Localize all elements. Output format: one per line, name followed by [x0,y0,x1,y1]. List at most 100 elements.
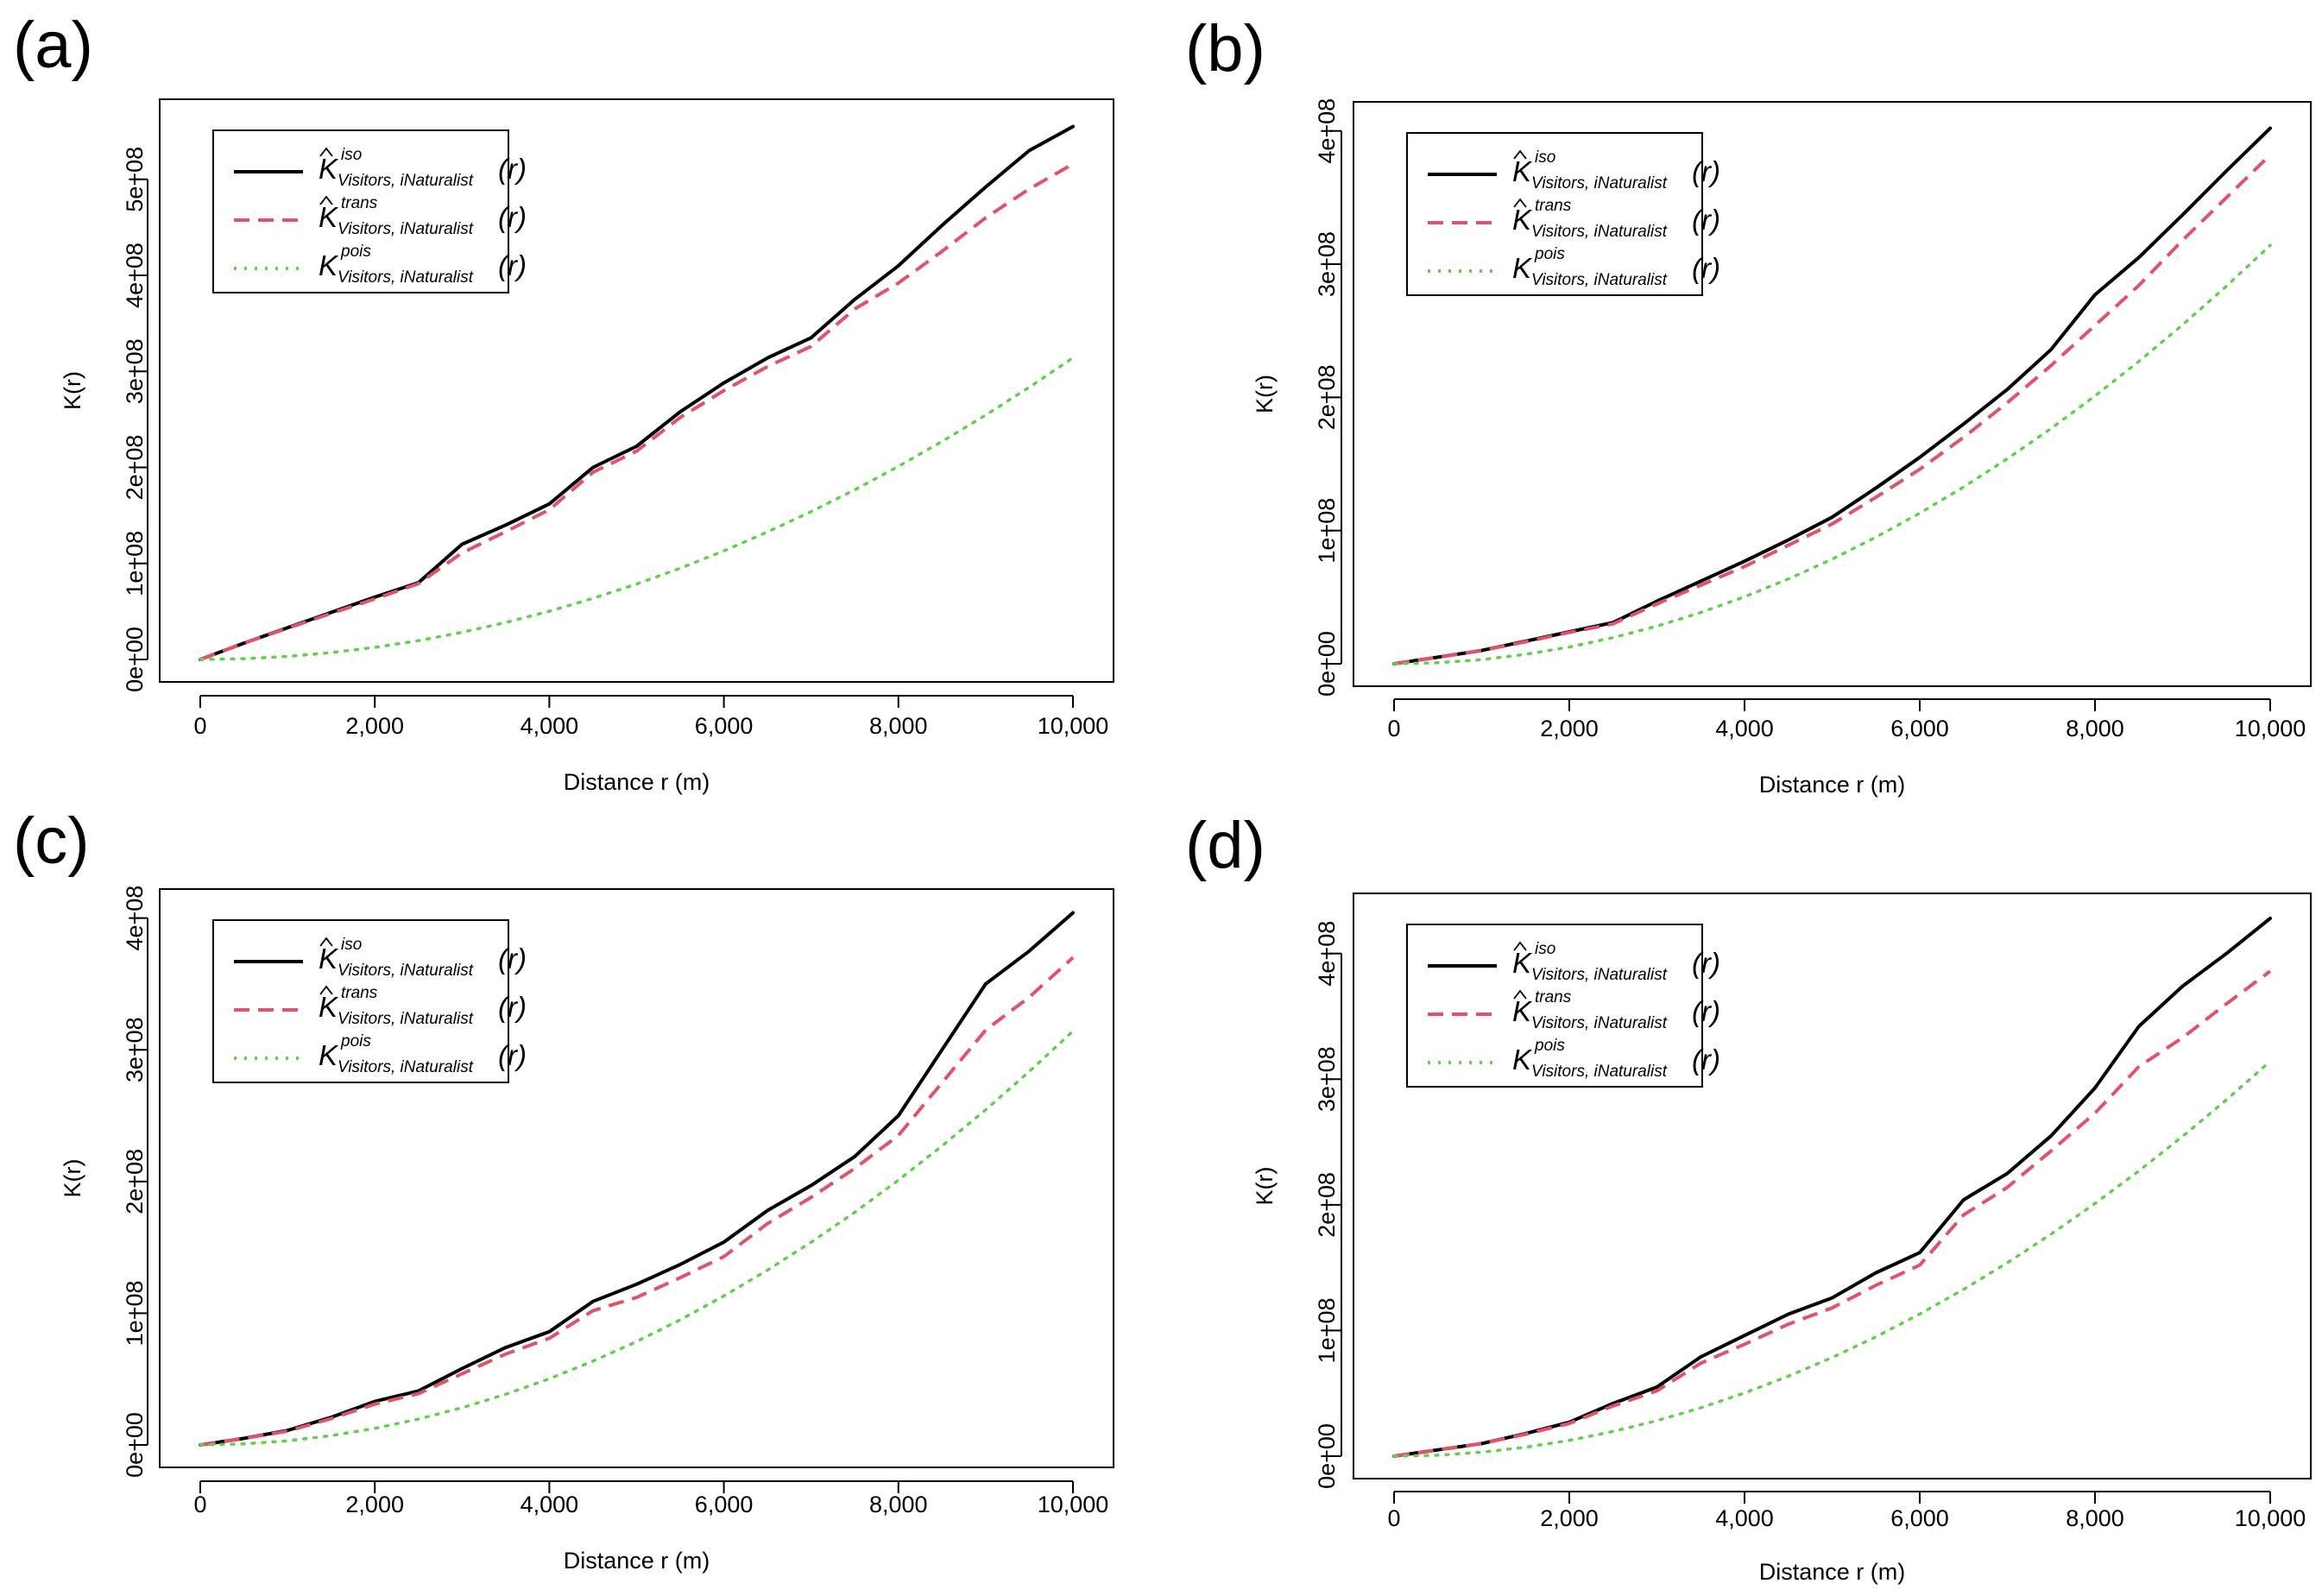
x-tick-label: 2,000 [1540,1505,1599,1531]
panel-label: (c) [13,804,90,878]
x-axis-title: Distance r (m) [1759,772,1906,798]
legend-box [1406,924,1703,1088]
y-tick-label: 4e+08 [1314,921,1340,987]
legend-argument: (r) [498,943,527,975]
plot-box [1353,893,2312,1479]
y-axis-title: K(r) [1252,1167,1278,1206]
legend-symbol: K [319,1039,339,1071]
series-line-pois [1392,243,2272,666]
legend-hat [1513,989,1527,1000]
legend-superscript: pois [340,1032,371,1050]
legend-argument: (r) [498,249,527,281]
legend-box [212,129,509,293]
x-tick-label: 6,000 [1890,1505,1949,1531]
x-tick-label: 4,000 [1715,1505,1774,1531]
legend-subscript: Visitors, iNaturalist [1531,223,1668,241]
x-tick-label: 4,000 [521,713,579,739]
legend-subscript: Visitors, iNaturalist [338,172,474,190]
legend-symbol: K [1512,155,1533,187]
y-tick-label: 1e+08 [1314,498,1340,564]
x-axis-title: Distance r (m) [564,1548,710,1574]
y-axis-title: K(r) [60,371,85,410]
legend-superscript: iso [1535,940,1555,958]
legend-superscript: pois [1534,1037,1565,1055]
legend-superscript: iso [1535,148,1555,167]
y-tick-label: 3e+08 [1314,231,1340,297]
y-tick-label: 3e+08 [1314,1046,1340,1112]
legend-symbol: K [319,153,339,185]
x-tick-label: 0 [1387,716,1400,741]
legend-superscript: trans [1535,197,1572,215]
legend-argument: (r) [1692,204,1720,236]
x-tick-label: 10,000 [1038,713,1109,739]
series-line-trans [199,956,1075,1447]
x-tick-label: 8,000 [869,1492,928,1517]
y-tick-label: 2e+08 [122,1149,148,1214]
legend-subscript: Visitors, iNaturalist [1531,1014,1668,1032]
legend-hat [319,147,333,157]
legend-subscript: Visitors, iNaturalist [1531,966,1668,984]
legend-subscript: Visitors, iNaturalist [338,1010,474,1028]
plot-box [159,888,1114,1468]
legend-symbol: K [319,201,339,233]
plot-box [1353,101,2312,687]
legend-subscript: Visitors, iNaturalist [338,268,474,287]
series-line-pois [1392,1059,2272,1458]
x-tick-label: 4,000 [521,1492,579,1517]
legend-symbol: K [319,943,339,975]
legend-box [212,919,509,1083]
x-tick-label: 0 [1387,1505,1400,1531]
legend-hat [1513,149,1527,160]
x-tick-label: 2,000 [345,1492,404,1517]
y-tick-label: 2e+08 [122,435,148,501]
legend-superscript: iso [341,936,362,954]
y-tick-label: 2e+08 [1314,364,1340,430]
panel-c: (c) 0 2,000 4,000 6,000 8,000 10,000 Distance r… [13,804,1114,1574]
x-tick-label: 8,000 [2066,716,2124,741]
legend-subscript: Visitors, iNaturalist [338,962,474,980]
y-tick-label: 0e+00 [1314,1423,1340,1489]
panel-b: (b) 0 2,000 4,000 6,000 8,000 10,000 Distance r… [1185,12,2312,798]
legend-subscript: Visitors, iNaturalist [1531,1063,1668,1081]
x-tick-label: 8,000 [2066,1505,2124,1531]
x-axis-title: Distance r (m) [564,769,710,795]
y-tick-label: 4e+08 [122,243,148,308]
panel-a: (a) 0 2,000 4,000 6,000 8,000 10,000 Distance r… [13,9,1114,795]
legend-argument: (r) [498,201,527,233]
legend-symbol: K [319,991,339,1023]
y-tick-label: 3e+08 [122,338,148,404]
legend-symbol: K [1512,204,1533,236]
y-tick-label: 1e+08 [122,1280,148,1346]
legend-argument: (r) [1692,995,1720,1027]
series-line-trans [199,162,1074,661]
y-tick-label: 0e+00 [122,1412,148,1478]
plot-box [159,98,1114,683]
legend-hat [1513,198,1527,208]
legend-subscript: Visitors, iNaturalist [338,220,474,238]
legend-hat [1513,941,1527,951]
panel-label: (a) [13,9,93,82]
x-tick-label: 6,000 [695,1492,754,1517]
legend-subscript: Visitors, iNaturalist [1531,271,1668,289]
x-tick-label: 8,000 [869,713,928,739]
legend-symbol: K [1512,252,1533,284]
panel-label: (b) [1185,12,1265,85]
legend-argument: (r) [1692,1044,1720,1076]
x-tick-label: 4,000 [1715,716,1774,741]
panel-label: (d) [1185,809,1265,882]
legend-superscript: trans [1535,988,1572,1006]
legend-superscript: pois [340,243,371,261]
y-tick-label: 3e+08 [122,1017,148,1082]
series-line-pois [199,1029,1075,1447]
y-tick-label: 0e+00 [122,627,148,692]
legend-superscript: pois [1534,245,1565,263]
legend-hat [319,985,333,995]
x-tick-label: 0 [193,713,206,739]
x-tick-label: 6,000 [695,713,754,739]
x-tick-label: 6,000 [1890,716,1949,741]
legend-argument: (r) [1692,947,1720,979]
